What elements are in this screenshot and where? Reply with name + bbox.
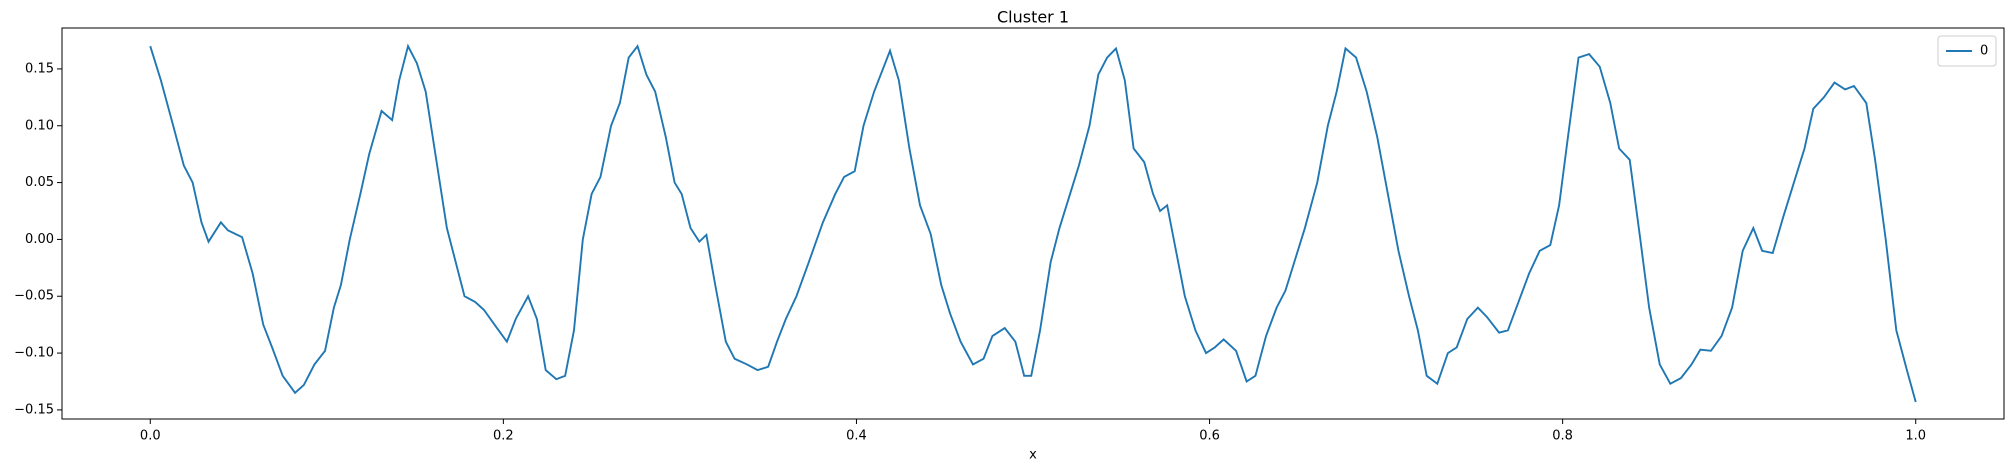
y-tick-label: 0.05 [25, 175, 54, 190]
plot-frame [61, 27, 2005, 420]
x-tick-label: 0.8 [1552, 429, 1573, 444]
x-tick-label: 0.6 [1199, 429, 1220, 444]
x-tick-label: 0.0 [140, 429, 161, 444]
y-tick-label: −0.05 [14, 289, 54, 304]
y-tick-label: −0.10 [14, 346, 54, 361]
x-axis-label: x [1029, 448, 1037, 463]
x-tick-label: 0.4 [846, 429, 867, 444]
y-tick-label: 0.15 [25, 61, 54, 76]
legend-label: 0 [1980, 44, 1988, 59]
y-tick-label: 0.00 [25, 232, 54, 247]
x-tick-label: 1.0 [1905, 429, 1926, 444]
chart-title: Cluster 1 [997, 8, 1069, 27]
x-tick-label: 0.2 [493, 429, 514, 444]
y-tick-label: −0.15 [14, 402, 54, 417]
y-tick-label: 0.10 [25, 118, 54, 133]
line-series [149, 43, 1917, 403]
